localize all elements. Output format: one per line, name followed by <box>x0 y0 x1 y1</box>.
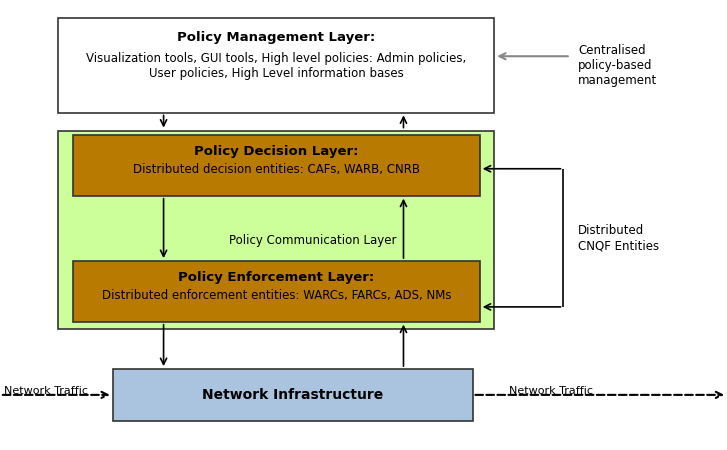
Text: Policy Management Layer:: Policy Management Layer: <box>177 32 375 45</box>
Text: Network Infrastructure: Network Infrastructure <box>202 388 383 402</box>
Text: Policy Decision Layer:: Policy Decision Layer: <box>194 145 358 158</box>
Text: Centralised
policy-based
management: Centralised policy-based management <box>578 44 657 87</box>
Bar <box>73 261 480 322</box>
Text: Visualization tools, GUI tools, High level policies: Admin policies,
User polici: Visualization tools, GUI tools, High lev… <box>86 52 467 80</box>
Text: Distributed decision entities: CAFs, WARB, CNRB: Distributed decision entities: CAFs, WAR… <box>133 163 419 176</box>
Text: Distributed
CNQF Entities: Distributed CNQF Entities <box>578 225 659 252</box>
Text: Network Traffic: Network Traffic <box>509 387 593 396</box>
Bar <box>113 369 473 421</box>
Text: Policy Communication Layer: Policy Communication Layer <box>229 234 396 247</box>
Text: Policy Enforcement Layer:: Policy Enforcement Layer: <box>178 271 374 284</box>
Bar <box>73 135 480 196</box>
Bar <box>58 18 494 112</box>
Text: Network Traffic: Network Traffic <box>4 387 88 396</box>
Bar <box>58 130 494 328</box>
Text: Distributed enforcement entities: WARCs, FARCs, ADS, NMs: Distributed enforcement entities: WARCs,… <box>102 289 451 302</box>
